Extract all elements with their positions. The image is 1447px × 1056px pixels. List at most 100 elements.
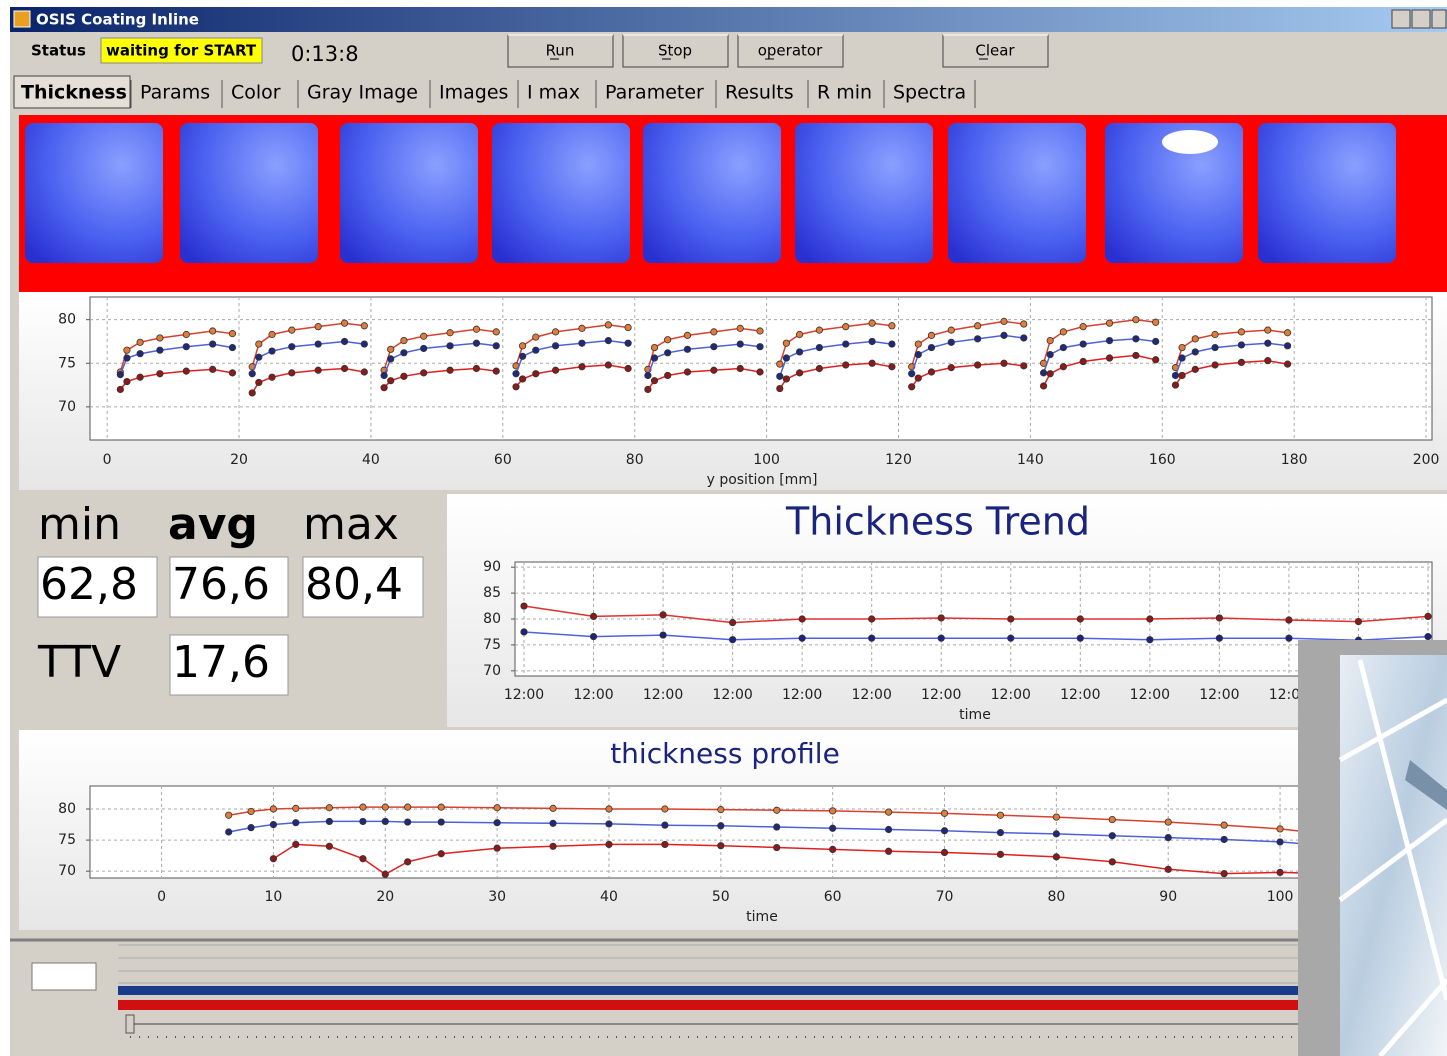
data-point: [1133, 352, 1139, 358]
data-point: [757, 328, 763, 334]
data-point: [1060, 329, 1066, 335]
data-point: [137, 339, 143, 345]
tab[interactable]: Color: [231, 82, 281, 104]
tab[interactable]: Params: [140, 82, 210, 104]
data-point: [401, 350, 407, 356]
data-point: [997, 812, 1003, 818]
data-point: [908, 384, 914, 390]
data-point: [473, 326, 479, 332]
data-point: [1286, 635, 1292, 641]
data-point: [382, 818, 388, 824]
data-point: [1040, 370, 1046, 376]
tab[interactable]: Spectra: [893, 82, 966, 104]
data-point: [869, 320, 875, 326]
data-point: [124, 378, 130, 384]
data-point: [757, 369, 763, 375]
plot-area: [90, 786, 1440, 878]
y-tick-label: 75: [58, 355, 76, 371]
maximize-button[interactable]: [1412, 10, 1430, 28]
data-point: [660, 612, 666, 618]
data-point: [269, 331, 275, 337]
tab[interactable]: I max: [527, 82, 580, 104]
tab[interactable]: R min: [817, 82, 872, 104]
data-point: [1284, 361, 1290, 367]
data-point: [606, 841, 612, 847]
data-point: [997, 829, 1003, 835]
data-point: [1172, 382, 1178, 388]
data-point: [473, 340, 479, 346]
data-point: [550, 843, 556, 849]
data-point: [293, 819, 299, 825]
data-point: [843, 323, 849, 329]
data-point: [533, 371, 539, 377]
data-point: [941, 810, 947, 816]
data-point: [248, 808, 254, 814]
data-point: [209, 341, 215, 347]
button-label[interactable]: Run: [546, 42, 575, 60]
data-point: [664, 337, 670, 343]
data-point: [729, 619, 735, 625]
tab[interactable]: Thickness: [21, 82, 127, 104]
data-point: [1179, 372, 1185, 378]
data-point: [796, 331, 802, 337]
close-button[interactable]: [1432, 10, 1446, 28]
tab[interactable]: Images: [439, 82, 508, 104]
button-label[interactable]: Clear: [975, 42, 1015, 60]
data-point: [938, 635, 944, 641]
data-point: [493, 329, 499, 335]
window-title: OSIS Coating Inline: [36, 11, 199, 29]
x-tick-label: 60: [494, 452, 512, 468]
data-point: [533, 347, 539, 353]
data-point: [941, 828, 947, 834]
data-point: [774, 824, 780, 830]
data-point: [360, 818, 366, 824]
image-tile: [492, 123, 630, 263]
image-tile: [643, 123, 781, 263]
data-point: [651, 378, 657, 384]
data-point: [941, 849, 947, 855]
data-point: [660, 632, 666, 638]
data-point: [513, 371, 519, 377]
data-point: [684, 369, 690, 375]
data-point: [938, 615, 944, 621]
data-point: [1053, 831, 1059, 837]
tab[interactable]: Gray Image: [307, 82, 418, 104]
data-point: [1133, 336, 1139, 342]
ttv-value: 17,6: [172, 637, 270, 688]
data-point: [249, 371, 255, 377]
data-point: [1060, 364, 1066, 370]
input-box[interactable]: [32, 963, 96, 990]
data-point: [868, 616, 874, 622]
button-label[interactable]: operator: [758, 42, 823, 60]
x-tick-label: 160: [1149, 452, 1176, 468]
max-label: max: [303, 499, 399, 550]
x-tick-label: 80: [626, 452, 644, 468]
data-point: [1060, 344, 1066, 350]
button-label[interactable]: Stop: [658, 42, 692, 60]
min-label: min: [38, 499, 121, 550]
data-point: [1106, 320, 1112, 326]
data-point: [183, 331, 189, 337]
x-axis-label: y position [mm]: [707, 472, 818, 488]
overlay-photo: [1298, 640, 1447, 1056]
data-point: [885, 826, 891, 832]
data-point: [737, 365, 743, 371]
data-point: [974, 323, 980, 329]
x-tick-label: 0: [103, 452, 112, 468]
data-point: [1109, 833, 1115, 839]
data-point: [868, 635, 874, 641]
data-point: [420, 333, 426, 339]
data-point: [737, 325, 743, 331]
slider-thumb[interactable]: [126, 1015, 134, 1033]
data-point: [1147, 637, 1153, 643]
data-point: [1212, 362, 1218, 368]
tab[interactable]: Results: [725, 82, 794, 104]
data-point: [550, 820, 556, 826]
data-point: [645, 372, 651, 378]
data-point: [533, 334, 539, 340]
tab[interactable]: Parameter: [605, 82, 704, 104]
data-point: [783, 340, 789, 346]
minimize-button[interactable]: [1392, 10, 1410, 28]
data-point: [605, 322, 611, 328]
data-point: [269, 348, 275, 354]
